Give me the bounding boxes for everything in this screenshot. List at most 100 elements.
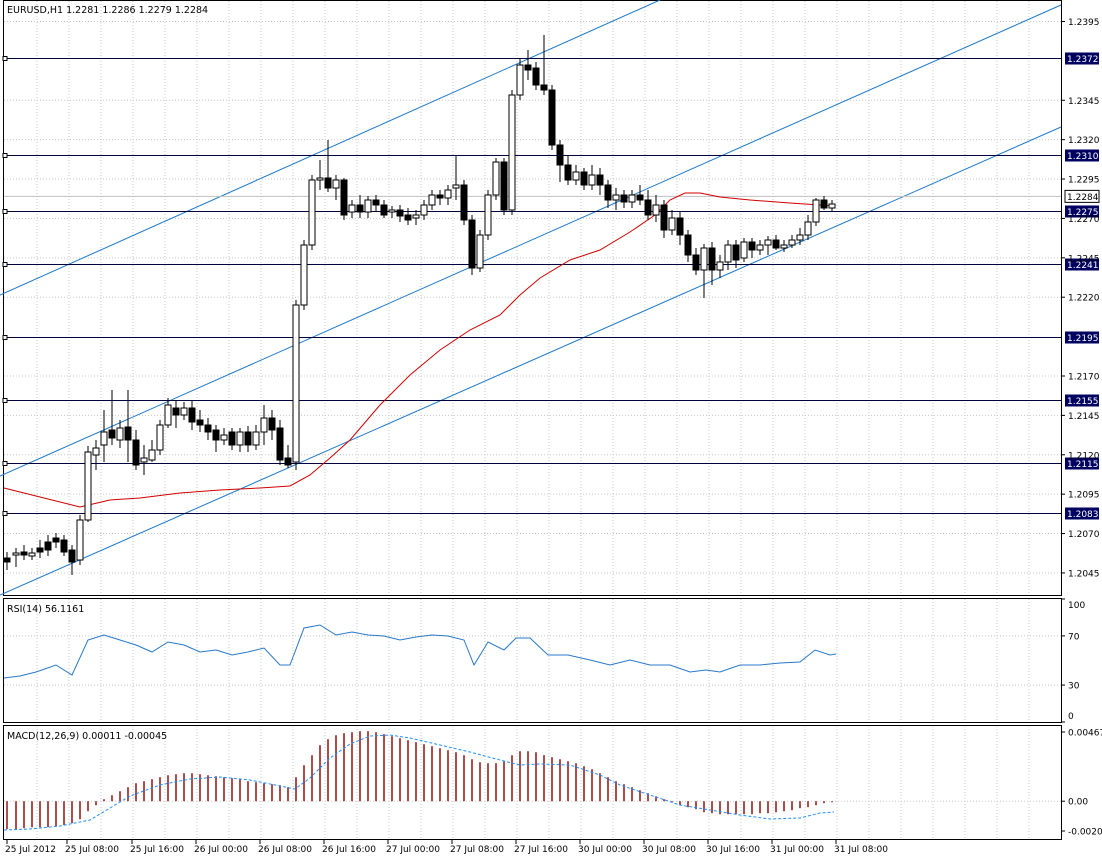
candle-body (212, 429, 220, 441)
candle-body (756, 244, 764, 251)
candle-body (780, 244, 788, 249)
macd-tick-label: 0.00 (1068, 798, 1088, 808)
candle-body (276, 427, 284, 461)
price-tick-label: 1.2070 (1068, 530, 1100, 540)
level-marker (2, 335, 8, 340)
level-marker (2, 461, 8, 466)
level-label: 1.2155 (1067, 397, 1099, 407)
candle-body (636, 194, 644, 201)
candle-body (396, 209, 404, 217)
candle-body (700, 247, 708, 271)
level-label-bg (1065, 457, 1099, 470)
level-label-bg (1065, 507, 1099, 520)
candle-body (380, 204, 388, 216)
candle-body (116, 427, 124, 441)
candle-body (124, 426, 132, 441)
rsi-tick-label: 70 (1068, 632, 1080, 642)
current-price-label: 1.2284 (1067, 193, 1099, 203)
time-tick-label: 30 Jul 16:00 (706, 845, 760, 855)
price-tick-label: 1.2395 (1068, 18, 1100, 28)
level-label: 1.2275 (1067, 208, 1099, 218)
candle-body (44, 541, 52, 551)
candle-body (708, 247, 716, 271)
time-tick-label: 25 Jul 2012 (5, 845, 56, 855)
candle-body (268, 417, 276, 431)
candle-body (436, 194, 444, 199)
macd-signal-line (3, 734, 835, 831)
candle-body (620, 194, 628, 203)
candle-body (364, 199, 372, 213)
candle-body (372, 199, 380, 206)
time-tick-label: 31 Jul 08:00 (834, 845, 888, 855)
time-tick-label: 25 Jul 08:00 (65, 845, 119, 855)
candle-body (748, 241, 756, 251)
candle-body (492, 161, 500, 196)
candle-body (228, 431, 236, 446)
price-tick-label: 1.2220 (1068, 294, 1100, 304)
time-tick-label: 27 Jul 08:00 (450, 845, 504, 855)
level-label: 1.2195 (1067, 334, 1099, 344)
candle-body (588, 174, 596, 186)
price-tick-label: 1.2270 (1068, 215, 1100, 225)
candle-body (420, 204, 428, 216)
candle-body (52, 537, 60, 543)
level-marker (2, 209, 8, 214)
candle-body (28, 552, 36, 557)
time-tick-label: 26 Jul 16:00 (322, 845, 376, 855)
time-tick-label: 25 Jul 16:00 (130, 845, 184, 855)
candle-body (508, 94, 516, 211)
price-tick-label: 1.2095 (1068, 491, 1100, 501)
level-marker (2, 511, 8, 516)
level-label-bg (1065, 331, 1099, 344)
candle-body (220, 434, 228, 441)
time-tick-label: 26 Jul 00:00 (194, 845, 248, 855)
price-tick-label: 1.2120 (1068, 451, 1100, 461)
candle-body (172, 407, 180, 416)
current-price-bg (1064, 189, 1100, 203)
level-label: 1.2372 (1067, 55, 1099, 65)
candle-body (660, 204, 668, 231)
candle-body (572, 171, 580, 181)
candle-body (732, 244, 740, 261)
candle-body (60, 539, 68, 553)
price-tick-label: 1.2170 (1068, 372, 1100, 382)
candle-body (260, 417, 268, 433)
rsi-tick-label: 100 (1068, 601, 1085, 611)
time-tick-label: 26 Jul 08:00 (258, 845, 312, 855)
candle-body (460, 184, 468, 221)
candle-body (388, 209, 396, 213)
candle-body (484, 194, 492, 236)
rsi-line (3, 624, 837, 679)
candle-body (692, 254, 700, 271)
price-panel (3, 0, 1062, 596)
candle-body (476, 234, 484, 269)
candle-body (580, 171, 588, 186)
level-label-bg (1065, 258, 1099, 271)
candle-body (804, 221, 812, 236)
moving-average-line (3, 192, 836, 508)
time-tick-label: 27 Jul 00:00 (386, 845, 440, 855)
candle-body (812, 199, 820, 223)
rsi-panel (3, 598, 1062, 723)
price-tick-label: 1.2145 (1068, 412, 1100, 422)
candle-body (84, 451, 92, 521)
candle-body (788, 239, 796, 246)
candle-body (140, 457, 148, 463)
candle-body (300, 244, 308, 306)
rsi-tick-label: 0 (1068, 712, 1074, 722)
candle-body (724, 244, 732, 263)
candle-body (444, 189, 452, 199)
candle-body (156, 424, 164, 451)
candle-body (452, 184, 460, 189)
level-marker (2, 262, 8, 267)
candle-body (540, 84, 548, 91)
level-marker (2, 56, 8, 61)
candle-body (204, 424, 212, 433)
candle-body (12, 552, 20, 556)
candle-body (92, 447, 100, 456)
channel-line (0, 0, 661, 296)
candle-body (532, 67, 540, 86)
candle-body (428, 194, 436, 206)
